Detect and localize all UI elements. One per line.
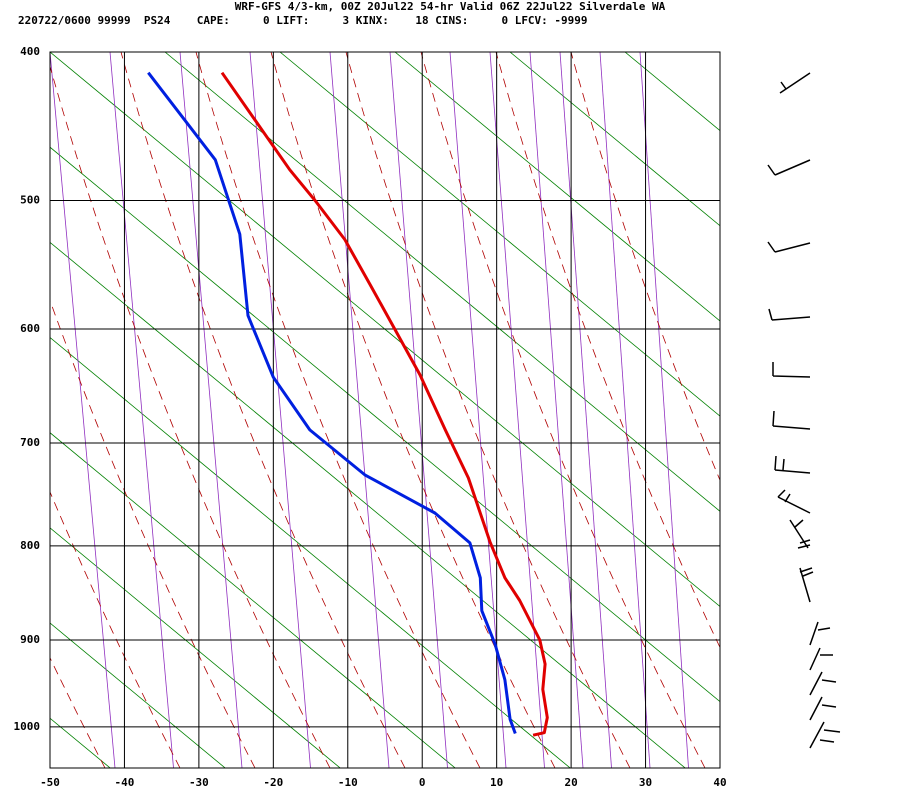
plot-frame (49, 51, 721, 769)
profile-line (147, 71, 517, 735)
moist-adiabat-line (50, 656, 106, 768)
adiabat-line (50, 432, 456, 768)
x-tick-label: -40 (115, 776, 135, 789)
adiabat-line (164, 52, 720, 512)
mixing-ratio-line (449, 52, 507, 768)
moist-adiabat-line (120, 52, 406, 768)
mixing-ratio-line (529, 52, 584, 768)
moist-adiabat-line (0, 0, 30, 768)
mixing-ratio-line (599, 52, 651, 768)
moist-adiabat-line (50, 490, 181, 768)
adiabat-line (50, 241, 686, 768)
wind-barb (809, 647, 833, 671)
x-tick-label: 40 (713, 776, 726, 789)
wind-barb (767, 241, 811, 253)
adiabat-line (624, 52, 720, 132)
y-tick-label: 500 (20, 193, 40, 206)
y-tick-label: 600 (20, 322, 40, 335)
wind-barb (799, 567, 814, 603)
wind-barb (767, 159, 811, 176)
mixing-ratio-line (329, 52, 390, 768)
moist-adiabat-line (195, 52, 481, 768)
x-tick-label: -20 (263, 776, 283, 789)
adiabat-line (394, 52, 720, 322)
adiabat-line (855, 52, 900, 772)
mixing-ratio-line (179, 52, 243, 768)
y-tick-label: 1000 (14, 720, 41, 733)
x-tick-label: 30 (639, 776, 652, 789)
chart-subtitle: 220722/0600 99999 PS24 CAPE: 0 LIFT: 3 K… (18, 14, 588, 27)
wind-barb (809, 671, 837, 696)
mixing-ratio-line (389, 52, 448, 768)
wind-barb (772, 410, 811, 430)
moist-adiabat-line (50, 299, 256, 768)
wind-barb (772, 362, 811, 378)
y-tick-label: 900 (20, 633, 40, 646)
moist-adiabat-line (570, 52, 720, 482)
adiabat-line (50, 622, 226, 768)
x-tick-label: 10 (490, 776, 503, 789)
x-tick-label: -30 (189, 776, 209, 789)
mixing-ratio-line (639, 52, 689, 768)
mixing-ratio-line (559, 52, 612, 768)
x-tick-label: 0 (419, 776, 426, 789)
moist-adiabat-line (270, 52, 556, 768)
background-lines (0, 0, 900, 772)
x-tick-label: 20 (564, 776, 577, 789)
wind-barb (774, 455, 811, 474)
y-tick-label: 700 (20, 436, 40, 449)
y-tick-label: 800 (20, 539, 40, 552)
mixing-ratio-line (109, 52, 174, 768)
mixing-ratio-line (50, 52, 116, 768)
adiabat-line (50, 527, 341, 768)
wind-barbs (767, 72, 841, 749)
adiabat-line (50, 146, 720, 703)
moist-adiabat-line (420, 52, 706, 768)
mixing-ratio-line (489, 52, 545, 768)
mixing-ratio-line (249, 52, 311, 768)
y-tick-label: 400 (20, 45, 40, 58)
adiabat-line (740, 52, 900, 772)
adiabat-line (50, 336, 571, 768)
chart-title: WRF-GFS 4/3-km, 00Z 20Jul22 54-hr Valid … (235, 0, 666, 13)
adiabat-line (50, 717, 111, 768)
adiabat-line (50, 52, 720, 608)
wind-barb (809, 721, 841, 749)
wind-barb (789, 519, 811, 549)
adiabat-line (279, 52, 720, 417)
wind-barb (809, 696, 837, 721)
moist-adiabat-line (50, 64, 331, 768)
wind-barb (809, 621, 831, 646)
x-tick-label: -50 (40, 776, 60, 789)
wind-barb (777, 489, 811, 514)
x-tick-label: -10 (338, 776, 358, 789)
wind-barb (768, 308, 811, 321)
adiabat-line (509, 52, 720, 227)
moist-adiabat-line (345, 52, 631, 768)
wind-barb (779, 72, 811, 94)
moist-adiabat-line (495, 52, 720, 649)
profile-line (220, 71, 549, 737)
